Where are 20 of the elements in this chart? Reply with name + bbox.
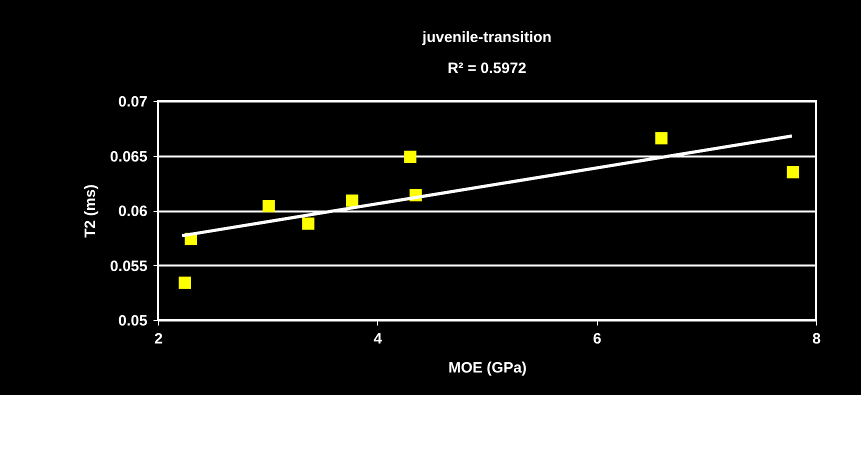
point (655, 132, 668, 144)
x-tick-label: 8 (812, 330, 821, 348)
x-axis-title: MOE (GPa) (448, 360, 527, 376)
point (404, 150, 416, 163)
y-tick-label: 0.055 (110, 258, 148, 275)
point (302, 218, 314, 230)
x-tick-label: 6 (592, 330, 602, 348)
point (346, 194, 358, 207)
chart-title: juvenile-transition (421, 29, 552, 46)
y-tick-label: 0.07 (118, 94, 148, 110)
point (178, 276, 191, 289)
y-tick-label: 0.06 (118, 203, 148, 220)
x-tick-label: 4 (374, 330, 383, 348)
point (262, 200, 275, 212)
x-tick-label: 2 (154, 330, 163, 348)
chart-subtitle: R² = 0.5972 (448, 60, 526, 77)
y-tick-label: 0.05 (118, 312, 148, 330)
y-axis-title: T2 (ms) (82, 184, 99, 238)
y-tick-label: 0.065 (110, 148, 148, 166)
point (786, 166, 800, 178)
